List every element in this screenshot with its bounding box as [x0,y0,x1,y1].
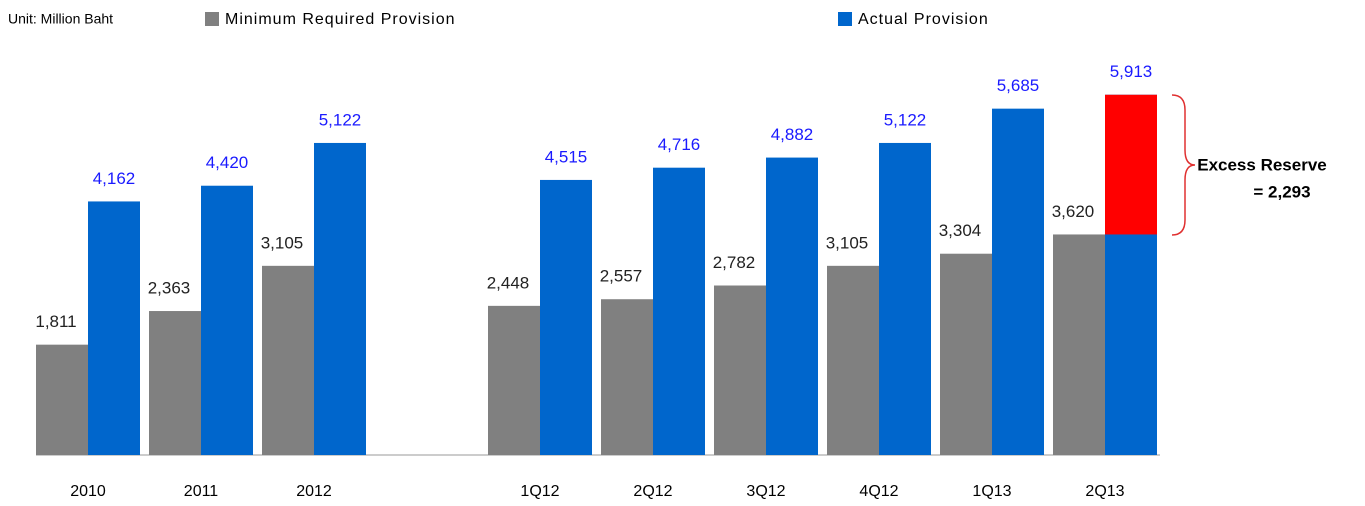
bar [653,167,705,455]
value-label: 3,105 [826,233,869,252]
excess-bar [1105,94,1157,235]
value-label: 3,620 [1052,202,1095,221]
legend-swatch [205,12,219,26]
value-label: 1,811 [35,312,76,331]
value-label: 2,363 [148,279,191,298]
excess-label: Excess Reserve [1197,155,1327,174]
x-tick-label: 4Q12 [859,483,898,500]
bar [992,108,1044,455]
value-label: 4,420 [206,153,249,172]
legend-label: Minimum Required Provision [225,11,456,28]
bar [766,157,818,455]
bar [36,344,88,455]
bar [88,201,140,455]
x-tick-label: 2Q12 [633,483,672,500]
bar [314,142,366,455]
brace [1171,94,1196,236]
value-label: 5,685 [997,76,1040,95]
value-label: 5,122 [884,110,927,129]
legend-label: Actual Provision [858,11,989,28]
bar [714,285,766,455]
bar [940,253,992,455]
x-tick-label: 1Q12 [520,483,559,500]
value-label: 3,105 [261,233,304,252]
bar [149,311,201,455]
value-label: 4,162 [93,169,136,188]
bar [601,299,653,455]
value-label: 4,716 [658,135,701,154]
x-tick-label: 3Q12 [746,483,785,500]
bar [1053,234,1105,455]
x-tick-label: 2011 [184,483,219,500]
bar [488,305,540,455]
value-label: 4,515 [545,147,588,166]
bar [201,185,253,455]
value-label: 4,882 [771,125,814,144]
excess-value-label: = 2,293 [1253,182,1310,201]
value-label: 3,304 [939,221,982,240]
legend-swatch [838,12,852,26]
unit-label: Unit: Million Baht [8,11,113,27]
value-label: 2,557 [600,267,643,286]
bar [262,265,314,455]
x-tick-label: 2010 [70,483,106,500]
value-label: 5,122 [319,110,362,129]
value-label: 2,782 [713,253,756,272]
x-tick-label: 2Q13 [1085,483,1124,500]
value-label: 2,448 [487,273,530,292]
x-tick-label: 2012 [296,483,332,500]
value-label: 5,913 [1110,62,1153,81]
x-tick-label: 1Q13 [972,483,1011,500]
bar [827,265,879,455]
bar [540,179,592,455]
bar [879,142,931,455]
